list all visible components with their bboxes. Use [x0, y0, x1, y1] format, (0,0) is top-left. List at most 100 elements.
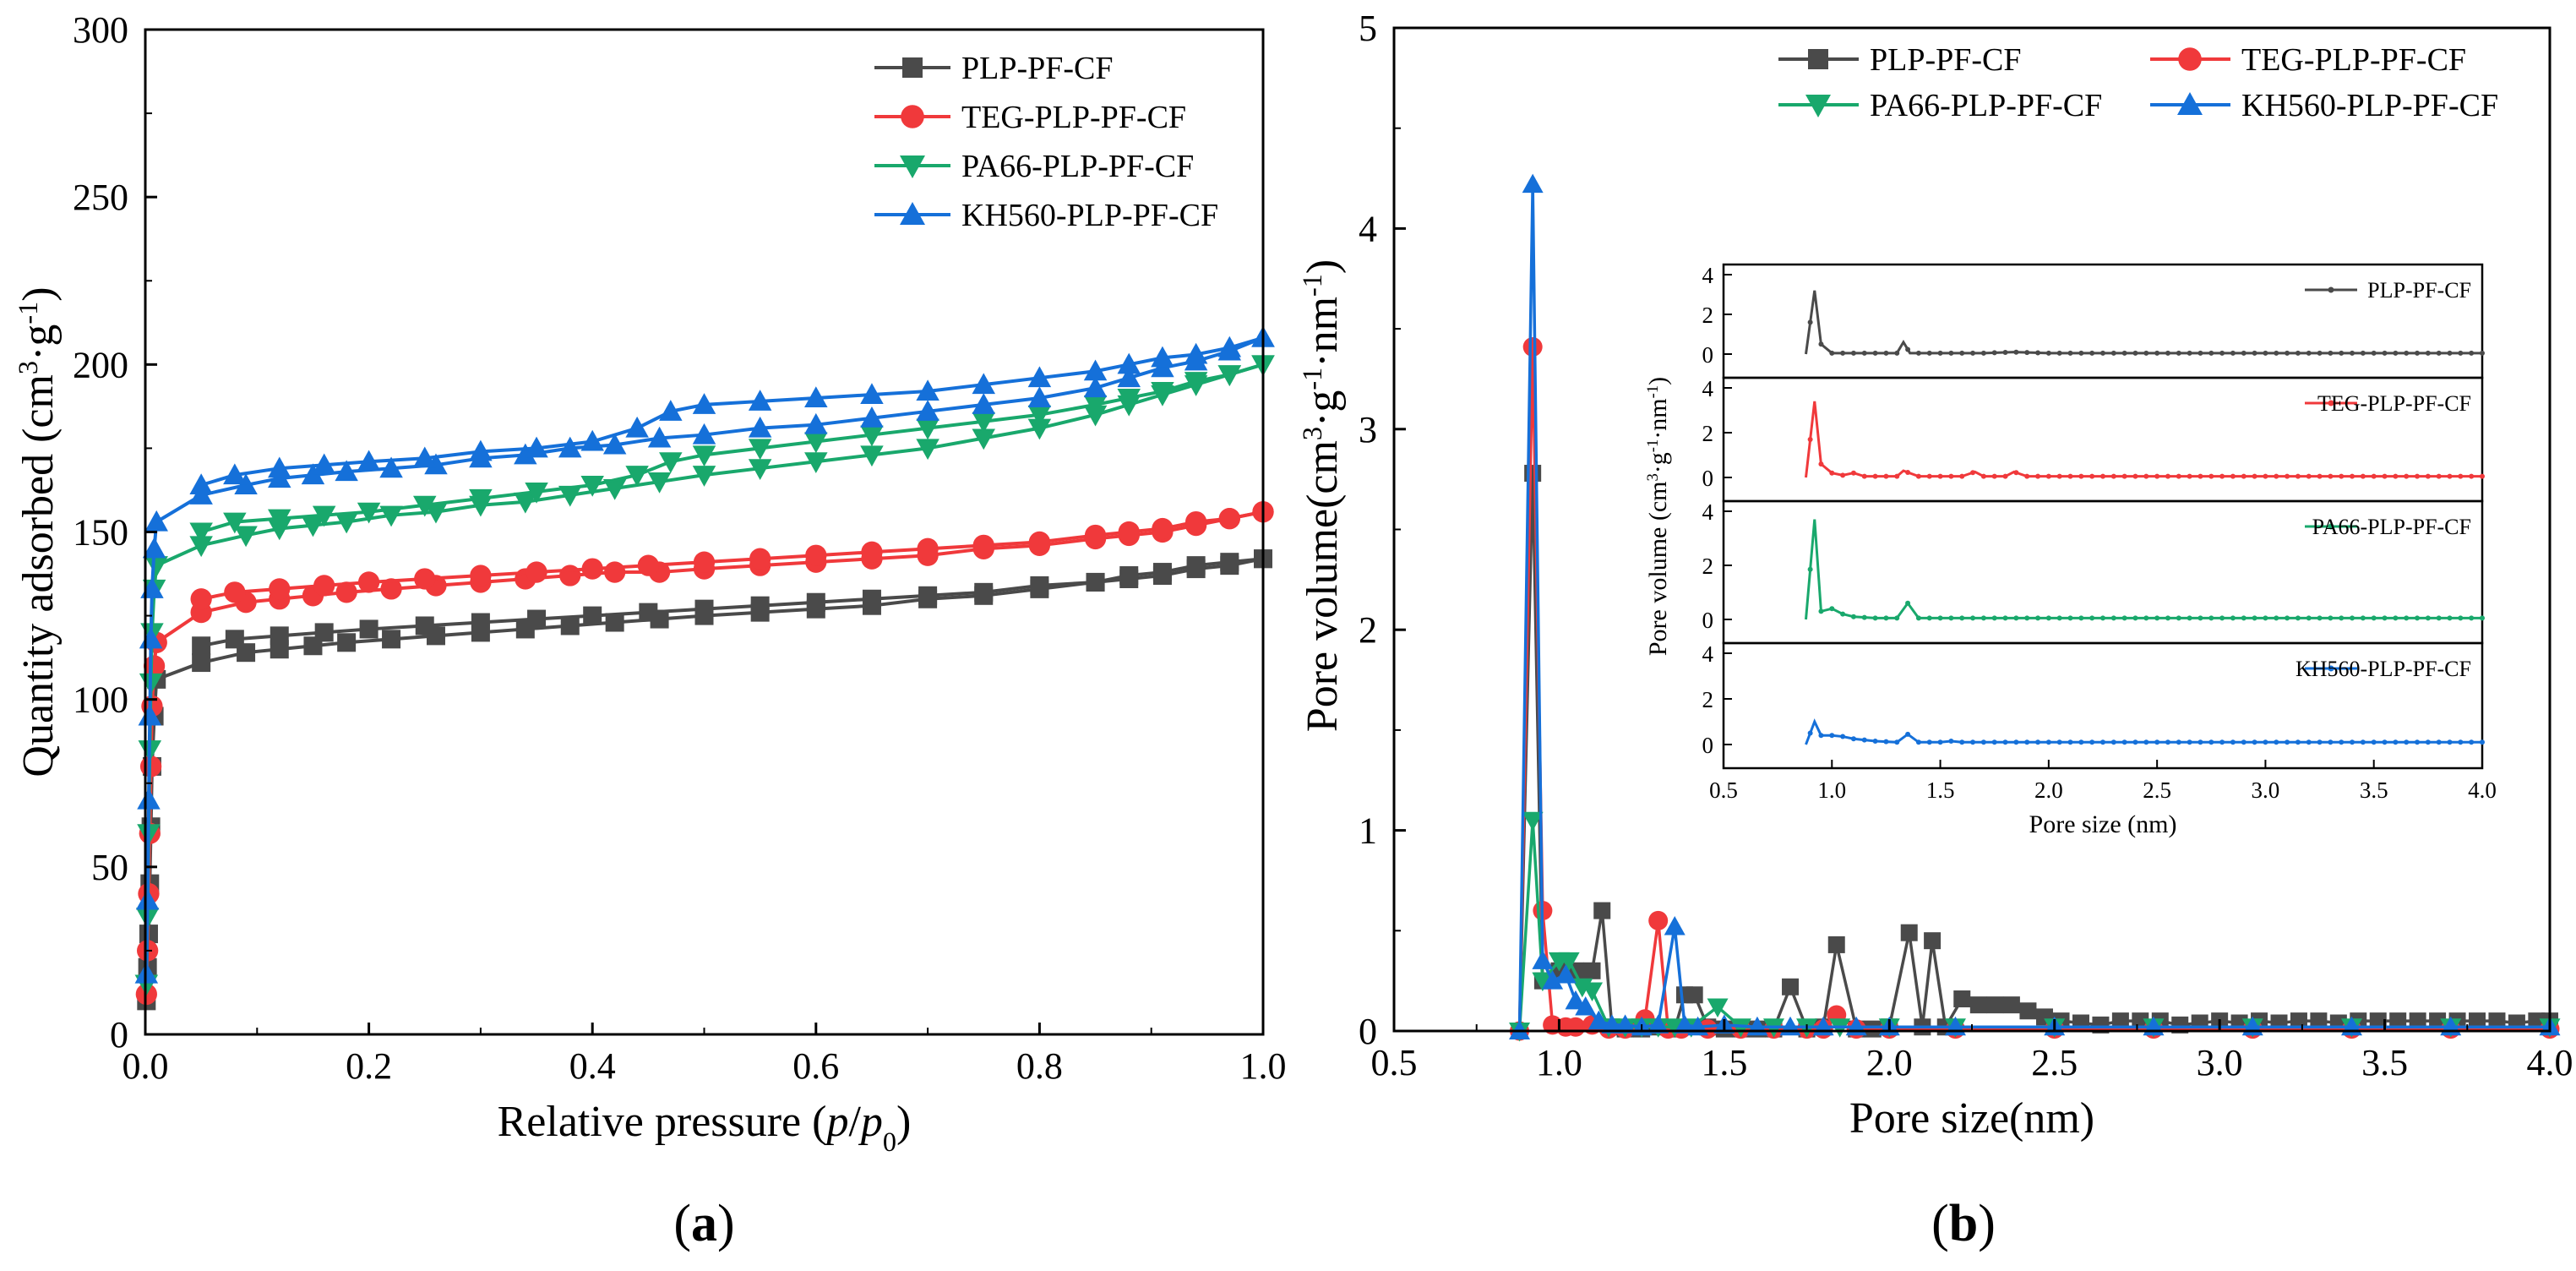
inset-data-point	[2339, 473, 2345, 479]
data-point	[135, 888, 160, 910]
inset-data-point	[1980, 739, 1986, 745]
inset-data-point	[1894, 615, 1900, 621]
data-point	[1924, 932, 1942, 950]
panel-label-b: (b)	[1931, 1195, 1996, 1252]
data-point	[1217, 365, 1242, 386]
inset-data-point	[2350, 739, 2355, 745]
legend-marker	[900, 202, 925, 225]
panel-a: 0.0 0.2 0.4 0.6 0.8 1.0 0 50 100 150 200 250 300 Rela…	[13, 9, 1287, 1252]
legend-marker	[2178, 47, 2202, 71]
data-point	[337, 633, 357, 652]
inset-data-point	[1991, 473, 1997, 479]
data-point	[1615, 1014, 1637, 1034]
inset-data-point	[1872, 473, 1878, 479]
inset-data-point	[2219, 350, 2225, 356]
inset-data-point	[1926, 615, 1932, 621]
inset-x-tick-label: 1.5	[1926, 777, 1955, 803]
data-point	[413, 446, 437, 468]
inset-data-point	[2360, 739, 2366, 745]
inset-y-axis-label-part: )	[1644, 377, 1672, 385]
data-point	[1186, 556, 1206, 575]
inset-data-point	[2447, 350, 2453, 356]
data-point	[692, 445, 716, 467]
inset: 0 2 4 PLP-PF-CF 0 2 4 TEG-PLP-PF-CF 0 2 4 PA66-PLP-…	[1644, 263, 2497, 838]
inset-data-point	[1840, 472, 1846, 478]
inset-data-point	[2425, 739, 2431, 745]
data-point	[1582, 982, 1604, 1002]
inset-data-point	[2274, 473, 2279, 479]
data-point	[225, 630, 244, 649]
data-point	[470, 565, 492, 586]
panel-label-b-part: )	[1978, 1195, 1996, 1252]
inset-data-point	[1872, 615, 1878, 621]
inset-data-point	[2143, 473, 2149, 479]
y-tick-label: 2	[1359, 609, 1377, 651]
data-point	[748, 439, 772, 461]
inset-data-point	[2056, 615, 2062, 621]
inset-y-tick-label: 4	[1702, 263, 1714, 288]
inset-data-point	[2197, 473, 2203, 479]
inset-data-point	[1818, 733, 1824, 739]
inset-data-point	[2208, 350, 2214, 356]
inset-data-point	[2002, 349, 2008, 355]
inset-y-tick-label: 2	[1702, 687, 1714, 712]
data-point	[525, 436, 548, 458]
data-point	[1565, 990, 1587, 1010]
data-point	[804, 412, 828, 434]
inset-data-point	[2263, 615, 2268, 621]
series-a-kh560	[134, 325, 1275, 984]
inset-data-point	[2339, 350, 2345, 356]
inset-data-point	[2393, 473, 2399, 479]
data-point	[1601, 1014, 1623, 1034]
inset-data-point	[2274, 350, 2279, 356]
y-tick-label: 150	[73, 512, 128, 554]
data-point	[972, 534, 994, 557]
inset-legend-marker	[2328, 286, 2334, 293]
data-point	[144, 510, 168, 532]
data-point	[625, 466, 649, 487]
inset-data-point	[2219, 615, 2225, 621]
data-point	[862, 589, 881, 608]
y-axis-label-part: -1	[1297, 368, 1327, 390]
inset-data-point	[1829, 606, 1835, 612]
data-point	[860, 445, 884, 467]
legend-marker	[901, 105, 924, 128]
legend-marker	[2177, 92, 2203, 115]
data-point	[301, 515, 325, 537]
data-point	[1707, 998, 1729, 1018]
inset-data-point	[2415, 739, 2421, 745]
data-point	[1522, 173, 1544, 194]
data-point	[424, 453, 448, 475]
data-point	[357, 450, 381, 472]
inset-data-point	[1861, 614, 1867, 620]
inset-data-point	[1926, 739, 1932, 745]
data-point	[1117, 366, 1141, 388]
panel-label-b-part: (	[1931, 1195, 1949, 1252]
inset-data-point	[2458, 473, 2464, 479]
inset-data-point	[2154, 473, 2160, 479]
data-point	[2528, 1012, 2546, 1030]
inset-legend-marker	[2328, 523, 2334, 530]
data-point	[144, 556, 168, 577]
inset-data-point	[2295, 739, 2301, 745]
data-point	[514, 443, 537, 465]
inset-data-point	[2317, 350, 2323, 356]
data-point	[234, 526, 258, 548]
data-point	[748, 416, 772, 438]
inset-data-point	[1850, 614, 1856, 619]
data-point	[916, 400, 939, 421]
inset-data-point	[2415, 615, 2421, 621]
data-point	[1986, 996, 2004, 1014]
inset-data-point	[2371, 473, 2377, 479]
inset-data-point	[2404, 350, 2410, 356]
data-point	[192, 636, 211, 656]
inset-data-point	[2110, 615, 2116, 621]
inset-data-point	[2328, 739, 2334, 745]
inset-data-point	[2100, 615, 2105, 621]
inset-data-point	[2100, 473, 2105, 479]
inset-y-tick-label: 2	[1702, 303, 1714, 328]
data-point	[2429, 1012, 2447, 1030]
legend-label: PLP-PF-CF	[1870, 42, 2022, 78]
inset-data-point	[2328, 615, 2334, 621]
data-point	[1566, 1017, 1586, 1037]
